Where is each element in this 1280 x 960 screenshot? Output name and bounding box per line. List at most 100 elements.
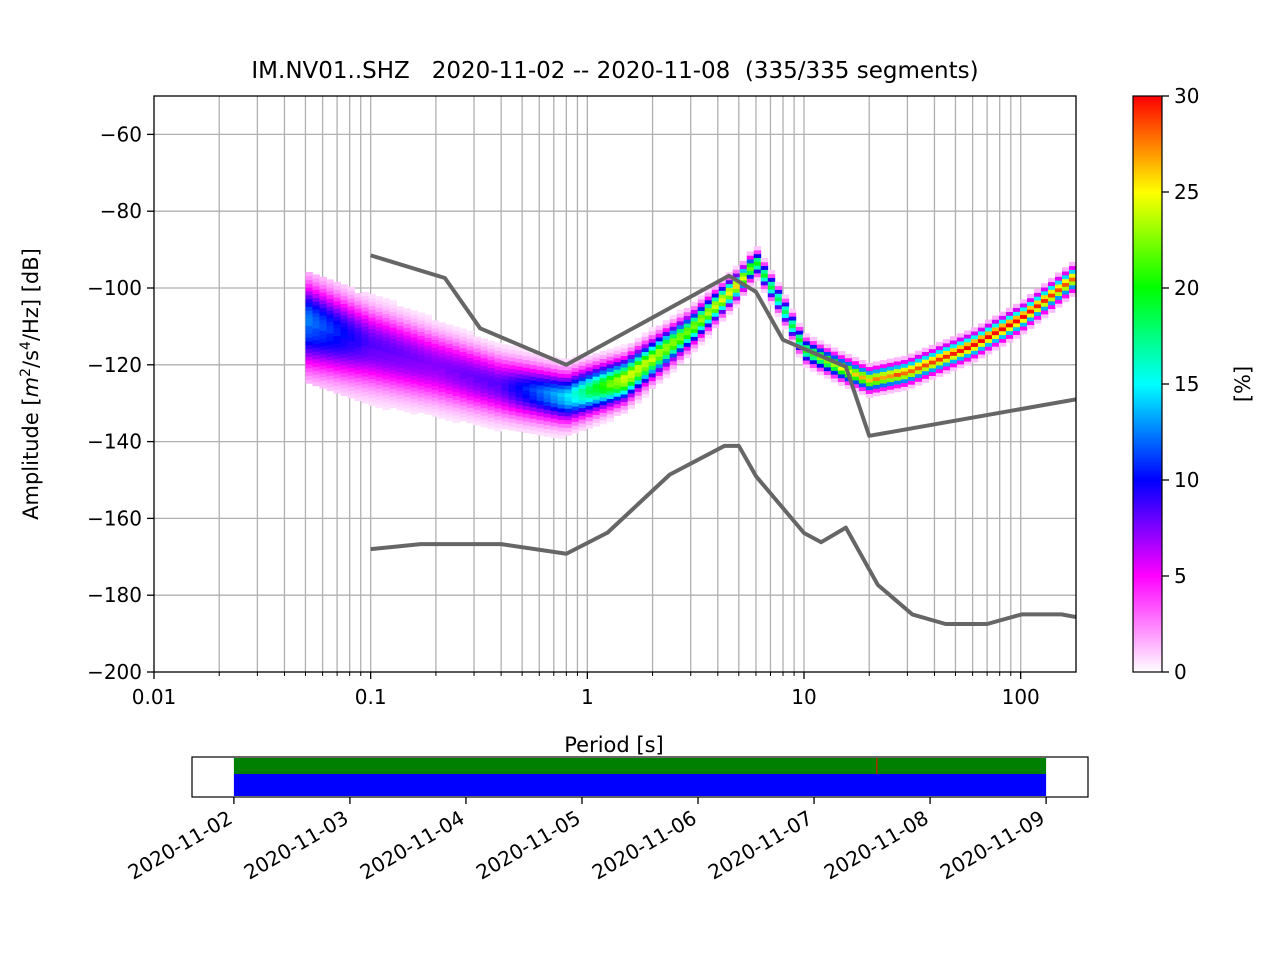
psd-cell xyxy=(368,313,376,318)
psd-cell xyxy=(795,326,804,331)
psd-cell xyxy=(704,330,713,335)
psd-cell xyxy=(410,318,418,323)
psd-cell xyxy=(305,360,313,365)
psd-cell xyxy=(424,383,432,388)
psd-cell xyxy=(382,352,390,357)
psd-cell xyxy=(1033,315,1042,320)
psd-cell xyxy=(823,374,832,379)
psd-cell xyxy=(732,292,741,297)
psd-cell xyxy=(319,353,327,358)
psd-cell xyxy=(669,349,678,354)
psd-cell xyxy=(998,323,1007,328)
psd-cell xyxy=(459,367,467,372)
psd-cell xyxy=(501,355,509,361)
psd-cell xyxy=(907,384,916,389)
psd-cell xyxy=(620,351,629,357)
psd-cell xyxy=(340,334,348,339)
psd-cell xyxy=(571,379,580,384)
psd-cell xyxy=(529,380,538,385)
psd-cell xyxy=(578,396,587,401)
psd-cell xyxy=(690,321,699,326)
psd-cell xyxy=(592,403,601,408)
psd-cell xyxy=(382,325,390,330)
psd-cell xyxy=(431,381,439,387)
psd-cell xyxy=(683,331,692,336)
colorbar-tick-label: 15 xyxy=(1174,372,1199,396)
psd-cell xyxy=(634,337,643,343)
psd-cell xyxy=(424,314,432,319)
psd-cell xyxy=(382,313,390,318)
psd-cell xyxy=(403,319,411,325)
psd-cell xyxy=(1061,282,1070,287)
psd-cell xyxy=(529,372,538,377)
psd-cell xyxy=(662,324,671,329)
psd-cell xyxy=(571,425,580,430)
psd-cell xyxy=(599,416,608,421)
psd-cell xyxy=(431,328,439,333)
psd-cell xyxy=(445,339,453,345)
psd-cell xyxy=(676,321,685,326)
psd-cell xyxy=(956,337,965,342)
psd-cell xyxy=(459,397,467,402)
psd-cell xyxy=(347,286,355,292)
psd-cell xyxy=(501,425,509,430)
psd-cell xyxy=(319,365,327,370)
psd-cell xyxy=(1054,291,1063,297)
psd-cell xyxy=(347,317,355,322)
psd-cell xyxy=(466,338,474,343)
psd-cell xyxy=(900,355,909,361)
psd-cell xyxy=(956,360,965,365)
psd-cell xyxy=(410,321,418,327)
psd-cell xyxy=(851,356,860,362)
psd-cell xyxy=(361,295,369,300)
psd-cell xyxy=(473,394,481,399)
psd-cell xyxy=(529,429,538,435)
psd-cell xyxy=(438,357,446,362)
psd-cell xyxy=(417,358,425,363)
psd-cell xyxy=(424,337,432,342)
psd-cell xyxy=(837,381,846,386)
psd-cell xyxy=(333,316,341,321)
psd-cell xyxy=(606,356,615,361)
psd-cell xyxy=(599,354,608,360)
psd-cell xyxy=(879,386,888,392)
psd-cell xyxy=(473,401,481,407)
psd-cell xyxy=(305,302,313,307)
psd-cell xyxy=(368,351,376,356)
psd-cell xyxy=(606,398,615,403)
psd-cell xyxy=(795,341,804,347)
psd-cell xyxy=(305,352,313,357)
psd-cell xyxy=(312,351,320,356)
psd-cell xyxy=(515,381,524,386)
psd-cell xyxy=(844,361,853,366)
psd-cell xyxy=(361,387,369,392)
psd-cell xyxy=(508,418,516,423)
psd-cell xyxy=(683,327,692,332)
psd-cell xyxy=(984,350,993,355)
psd-cell xyxy=(487,340,495,345)
psd-cell xyxy=(914,369,923,375)
psd-cell xyxy=(746,255,755,260)
psd-cell xyxy=(746,262,755,268)
psd-cell xyxy=(816,363,825,368)
psd-cell xyxy=(333,343,341,348)
psd-cell xyxy=(788,331,797,336)
psd-cell xyxy=(536,408,545,413)
psd-cell xyxy=(487,386,495,392)
psd-cell xyxy=(592,387,601,393)
psd-cell xyxy=(634,399,643,404)
psd-cell xyxy=(340,288,348,293)
psd-cell xyxy=(389,311,397,317)
psd-cell xyxy=(1019,299,1028,304)
psd-cell xyxy=(319,307,327,312)
psd-cell xyxy=(571,386,580,392)
psd-cell xyxy=(564,427,573,432)
psd-cell xyxy=(396,406,404,411)
psd-cell xyxy=(823,363,832,368)
psd-cell xyxy=(417,389,425,394)
psd-cell xyxy=(319,296,327,301)
psd-cell xyxy=(445,389,453,395)
psd-cell xyxy=(571,421,580,426)
psd-cell xyxy=(704,300,713,305)
psd-cell xyxy=(991,323,1000,328)
